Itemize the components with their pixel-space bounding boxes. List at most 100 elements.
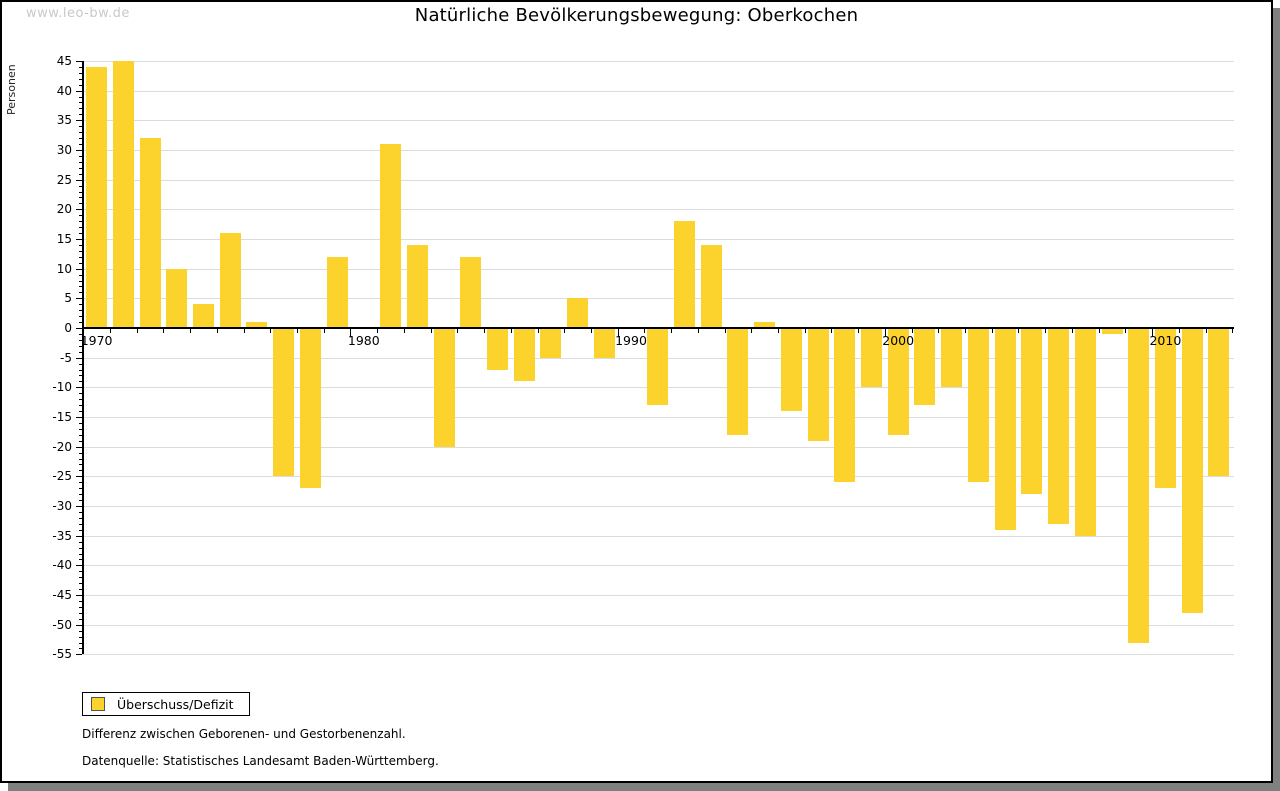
y-tick — [79, 518, 82, 519]
y-tick — [79, 292, 82, 293]
y-tick — [79, 370, 82, 371]
y-tick — [79, 97, 82, 98]
y-tick — [79, 364, 82, 365]
bar-2006 — [1048, 328, 1069, 524]
x-axis-year-label: 1980 — [347, 333, 380, 348]
y-tick-major — [76, 387, 82, 388]
y-tick — [79, 346, 82, 347]
y-tick — [79, 138, 82, 139]
y-tick — [79, 203, 82, 204]
x-axis-year-label: 2010 — [1149, 333, 1182, 348]
gridline--35 — [82, 536, 1234, 537]
bar-1988 — [567, 298, 589, 328]
y-axis-tick-label: -15 — [52, 410, 72, 424]
y-tick-major — [76, 61, 82, 62]
y-tick-major — [76, 565, 82, 566]
bar-1997 — [807, 328, 829, 441]
bar-1992 — [673, 221, 695, 328]
y-tick-major — [76, 476, 82, 477]
y-tick — [79, 79, 82, 80]
y-tick — [79, 144, 82, 145]
x-tick — [590, 329, 592, 333]
y-axis-tick-label: -30 — [52, 499, 72, 513]
page-title: Natürliche Bevölkerungsbewegung: Oberkoc… — [414, 5, 859, 26]
x-tick — [297, 329, 298, 333]
y-tick-major — [76, 417, 82, 418]
y-axis-tick-label: 35 — [56, 113, 72, 127]
x-tick — [430, 329, 432, 333]
x-tick — [804, 329, 806, 333]
x-tick — [1045, 329, 1047, 333]
y-tick-major — [76, 150, 82, 151]
y-axis-tick-label: 20 — [56, 202, 72, 216]
x-tick — [163, 329, 165, 333]
x-tick-decade — [83, 329, 85, 337]
bar-1973 — [166, 268, 188, 328]
bar-1972 — [139, 138, 161, 328]
y-tick — [79, 168, 82, 169]
y-tick — [79, 114, 82, 115]
x-tick — [858, 329, 860, 333]
y-tick-major — [76, 328, 82, 329]
y-tick — [79, 601, 82, 602]
bar-2004 — [994, 328, 1016, 530]
gridline-25 — [82, 180, 1234, 181]
y-axis-tick-label: 0 — [64, 321, 72, 335]
y-tick — [79, 304, 82, 305]
gridline--20 — [82, 447, 1234, 448]
gridline-30 — [82, 150, 1234, 151]
y-tick — [79, 577, 82, 578]
bar-2010 — [1154, 328, 1176, 489]
y-tick — [79, 542, 82, 543]
bar-2000 — [887, 328, 909, 435]
y-tick — [79, 559, 82, 560]
x-tick — [510, 329, 512, 333]
gridline-45 — [82, 61, 1234, 62]
y-tick-major — [76, 239, 82, 240]
y-tick — [79, 132, 82, 133]
bar-1970 — [86, 66, 108, 328]
bar-1977 — [273, 328, 295, 477]
gridline-40 — [82, 91, 1234, 92]
y-axis-tick-label: -40 — [52, 558, 72, 572]
y-tick — [79, 405, 82, 406]
y-tick — [79, 263, 82, 264]
y-tick — [79, 631, 82, 632]
y-tick — [79, 281, 82, 282]
y-tick — [79, 102, 82, 103]
y-axis-tick-label: 10 — [56, 262, 72, 276]
y-tick-major — [76, 180, 82, 181]
y-tick — [79, 464, 82, 465]
y-tick — [79, 381, 82, 382]
y-tick — [79, 275, 82, 276]
bar-1994 — [727, 328, 749, 435]
y-tick — [79, 162, 82, 163]
bar-1987 — [540, 328, 562, 358]
y-axis-label: Personen — [5, 64, 18, 115]
bar-2003 — [967, 328, 989, 483]
bar-1985 — [486, 328, 508, 370]
y-axis-tick-label: 40 — [56, 84, 72, 98]
y-tick — [79, 494, 82, 495]
x-axis-year-label: 2000 — [882, 333, 915, 348]
y-tick — [79, 197, 82, 198]
y-axis-tick-label: -10 — [52, 380, 72, 394]
x-tick — [537, 329, 539, 333]
gridline-20 — [82, 209, 1234, 210]
y-tick — [79, 583, 82, 584]
y-tick-major — [76, 269, 82, 270]
bar-1989 — [593, 328, 615, 358]
note-difference: Differenz zwischen Geborenen- und Gestor… — [82, 727, 406, 741]
x-tick — [671, 329, 673, 333]
x-tick — [1232, 329, 1234, 333]
y-axis-tick-label: -35 — [52, 529, 72, 543]
bar-1995 — [754, 322, 776, 328]
bar-1991 — [647, 328, 669, 406]
x-tick — [1018, 329, 1020, 333]
gridline-5 — [82, 298, 1234, 299]
y-tick-major — [76, 625, 82, 626]
x-tick — [270, 329, 272, 333]
x-axis-year-label: 1970 — [80, 333, 113, 348]
y-tick — [79, 453, 82, 454]
